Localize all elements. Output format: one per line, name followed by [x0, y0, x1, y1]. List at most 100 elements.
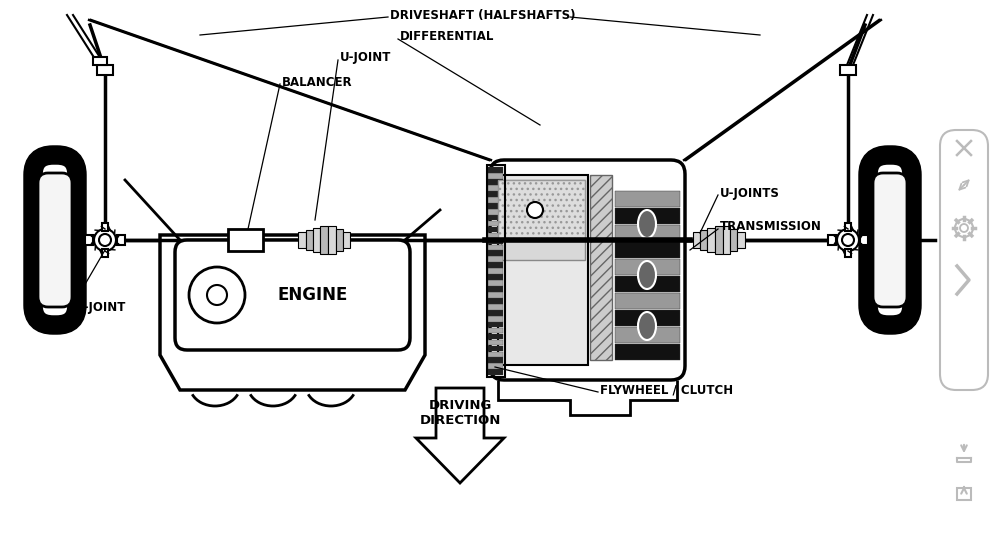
Bar — [84, 235, 92, 245]
Bar — [487, 179, 503, 185]
Bar — [707, 228, 715, 252]
Bar — [487, 352, 503, 357]
Bar — [730, 229, 737, 251]
Bar — [844, 249, 850, 257]
Bar — [844, 223, 850, 231]
Bar — [487, 370, 503, 375]
FancyBboxPatch shape — [872, 173, 907, 307]
Bar — [501, 180, 584, 260]
Bar — [487, 286, 503, 292]
Bar — [487, 251, 503, 256]
Bar — [487, 221, 503, 226]
Text: ENGINE: ENGINE — [277, 286, 347, 304]
Text: DRIVING
DIRECTION: DRIVING DIRECTION — [418, 399, 500, 427]
Bar — [343, 232, 350, 248]
Polygon shape — [415, 388, 504, 483]
FancyBboxPatch shape — [175, 240, 410, 350]
FancyBboxPatch shape — [489, 160, 684, 380]
Bar — [487, 239, 503, 244]
Text: DIFFERENTIAL: DIFFERENTIAL — [400, 31, 494, 44]
Bar — [487, 245, 503, 250]
FancyBboxPatch shape — [939, 130, 987, 390]
Bar — [487, 215, 503, 221]
Bar — [487, 173, 503, 179]
FancyBboxPatch shape — [38, 173, 72, 307]
Bar — [487, 346, 503, 351]
Bar — [723, 226, 730, 254]
Bar — [614, 208, 679, 224]
Text: U-JOINTS: U-JOINTS — [720, 186, 779, 199]
Bar — [102, 249, 108, 257]
Bar — [487, 203, 503, 209]
Bar — [859, 235, 867, 245]
Bar — [228, 229, 262, 251]
Text: DRIVESHAFT (HALFSHAFTS): DRIVESHAFT (HALFSHAFTS) — [390, 9, 575, 21]
Circle shape — [959, 224, 967, 232]
Circle shape — [207, 285, 227, 305]
Bar — [487, 274, 503, 280]
Ellipse shape — [637, 261, 655, 289]
Bar — [320, 226, 328, 254]
Bar — [487, 209, 503, 215]
Bar — [487, 233, 503, 238]
Circle shape — [841, 234, 853, 246]
Text: U-JOINT: U-JOINT — [340, 51, 391, 64]
Bar — [589, 175, 611, 360]
Ellipse shape — [637, 312, 655, 340]
Bar — [614, 225, 679, 241]
Bar — [700, 230, 707, 250]
Bar — [336, 229, 343, 251]
Bar — [487, 280, 503, 286]
Bar — [487, 358, 503, 363]
Circle shape — [98, 234, 111, 246]
Bar — [614, 191, 679, 207]
Bar — [614, 326, 679, 343]
Circle shape — [954, 219, 972, 237]
Bar — [498, 175, 587, 365]
Bar — [117, 235, 125, 245]
Bar — [487, 185, 503, 191]
Bar — [487, 322, 503, 328]
Text: BALANCER: BALANCER — [281, 76, 352, 88]
Bar — [487, 262, 503, 268]
Ellipse shape — [637, 210, 655, 238]
Bar — [486, 165, 505, 377]
Bar — [313, 228, 320, 252]
Bar — [487, 340, 503, 346]
Bar — [614, 293, 679, 309]
Bar — [487, 197, 503, 203]
Bar — [487, 328, 503, 334]
Bar — [487, 167, 503, 173]
Bar — [487, 268, 503, 274]
Bar — [487, 298, 503, 304]
Bar — [692, 232, 700, 248]
Bar — [487, 304, 503, 310]
Circle shape — [93, 229, 116, 251]
Bar — [487, 334, 503, 340]
Bar — [487, 292, 503, 298]
Polygon shape — [160, 235, 424, 390]
Bar — [614, 241, 679, 258]
Bar — [614, 343, 679, 360]
Bar — [498, 180, 584, 240]
FancyBboxPatch shape — [33, 155, 77, 325]
Bar — [715, 226, 723, 254]
Bar — [96, 65, 113, 75]
Bar — [297, 232, 306, 248]
Bar — [328, 226, 336, 254]
Bar — [614, 276, 679, 292]
Circle shape — [836, 229, 858, 251]
Bar — [487, 310, 503, 316]
Text: FLYWHEEL / CLUTCH: FLYWHEEL / CLUTCH — [599, 384, 733, 397]
Bar — [92, 57, 107, 65]
Bar — [737, 232, 745, 248]
Bar — [487, 316, 503, 322]
FancyBboxPatch shape — [867, 155, 911, 325]
Bar — [102, 223, 108, 231]
Circle shape — [527, 202, 543, 218]
Bar — [956, 488, 970, 500]
Bar — [306, 230, 313, 250]
Bar — [487, 257, 503, 262]
Text: TRANSMISSION: TRANSMISSION — [720, 221, 821, 233]
Bar — [614, 310, 679, 326]
